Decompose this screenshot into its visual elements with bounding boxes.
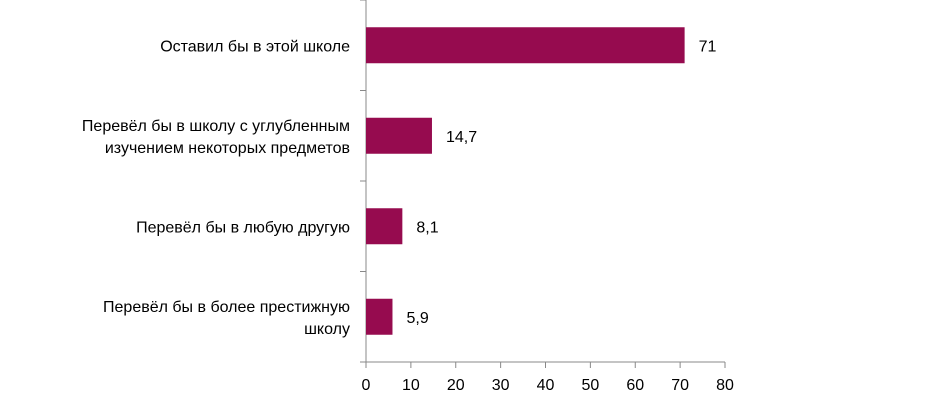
x-tick-label: 0: [362, 377, 371, 394]
chart-bars: [366, 27, 685, 335]
category-label: Перевёл бы в школу с углубленным изучение…: [82, 118, 350, 157]
bar: [366, 27, 685, 64]
category-label: Перевёл бы в более престижную школу: [103, 299, 350, 338]
category-label-line: изучением некоторых предметов: [105, 140, 350, 157]
bar: [366, 208, 403, 245]
x-tick-label: 50: [581, 377, 599, 394]
category-label-line: Оставил бы в этой школе: [160, 38, 350, 55]
category-label: Оставил бы в этой школе: [160, 38, 350, 55]
bar: [366, 298, 393, 335]
category-label-line: Перевёл бы в школу с углубленным: [82, 118, 350, 135]
value-label: 5,9: [406, 310, 428, 327]
value-label: 14,7: [446, 129, 477, 146]
bar: [366, 117, 432, 154]
x-tick-label: 20: [447, 377, 465, 394]
category-label-line: школу: [304, 321, 350, 338]
x-tick-label: 60: [626, 377, 644, 394]
x-tick-label: 40: [537, 377, 555, 394]
x-tick-label: 80: [716, 377, 734, 394]
category-label-line: Перевёл бы в любую другую: [136, 219, 350, 236]
category-label-line: Перевёл бы в более престижную: [103, 299, 350, 316]
category-label: Перевёл бы в любую другую: [136, 219, 350, 236]
value-label: 8,1: [416, 219, 438, 236]
x-tick-label: 30: [492, 377, 510, 394]
x-tick-label: 10: [402, 377, 420, 394]
value-label: 71: [699, 38, 717, 55]
chart-labels: 0 10 20 30 40 50 60 70 80 71 Оставил бы в этой шко…: [82, 38, 734, 394]
x-tick-label: 70: [671, 377, 689, 394]
